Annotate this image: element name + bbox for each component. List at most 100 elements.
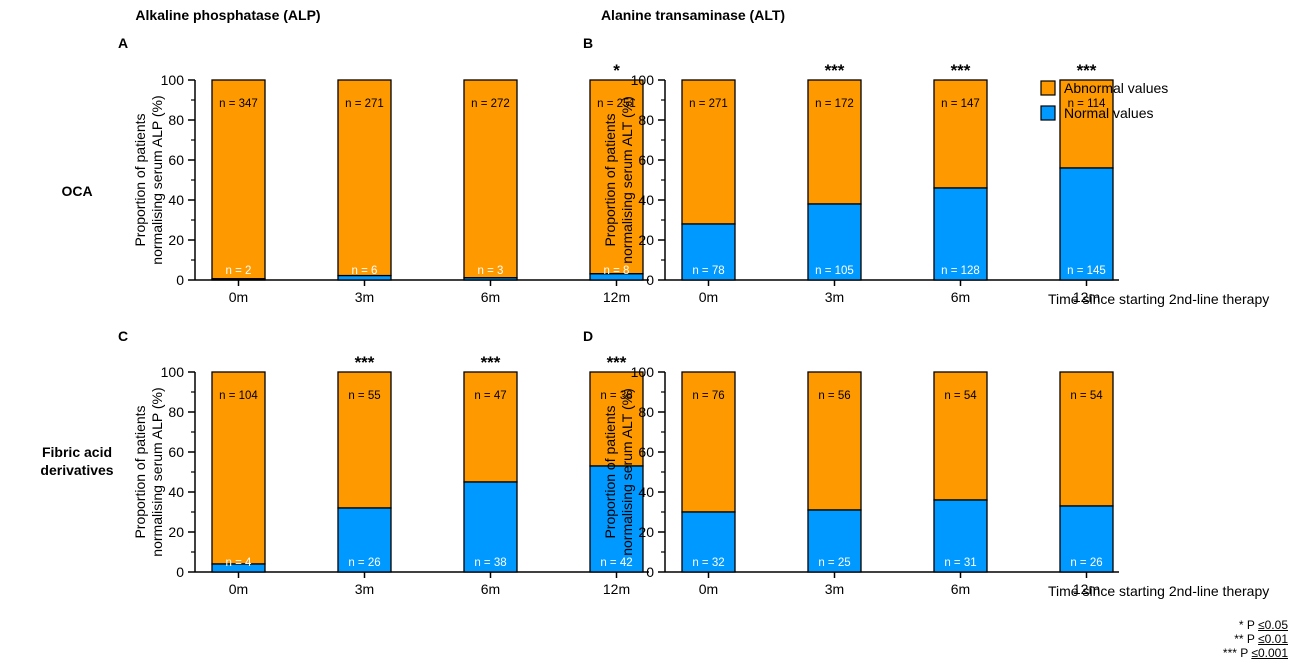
column-title-alp: Alkaline phosphatase (ALP) (135, 7, 320, 23)
n-label-abnormal: n = 104 (219, 390, 258, 402)
y-tick-label: 20 (168, 232, 184, 248)
y-tick-label: 100 (161, 364, 185, 380)
n-label-abnormal: n = 251 (597, 98, 636, 110)
y-tick-label: 0 (176, 272, 184, 288)
n-label-normal: n = 32 (692, 557, 724, 569)
bar-abnormal-0m (681, 371, 736, 513)
significance-marker: *** (481, 353, 501, 372)
y-axis-label-0: Proportion of patients (132, 405, 148, 538)
y-tick-label: 60 (168, 152, 184, 168)
n-label-abnormal: n = 347 (219, 98, 258, 110)
bar-abnormal-6m (933, 79, 988, 189)
chart-panel-b: B 0 20 40 60 80 100 Proportion of patients norma… (583, 35, 1269, 307)
y-tick-label: 40 (638, 484, 654, 500)
y-tick-label: 60 (168, 444, 184, 460)
y-tick-label: 40 (168, 484, 184, 500)
significance-marker: *** (951, 61, 971, 80)
significance-marker: *** (825, 61, 845, 80)
bar-abnormal-3m (807, 79, 862, 205)
y-tick-label: 100 (161, 72, 185, 88)
y-tick-label: 20 (638, 524, 654, 540)
x-tick-label: 6m (481, 289, 500, 305)
y-tick-label: 100 (631, 364, 655, 380)
n-label-abnormal: n = 271 (689, 98, 728, 110)
bar-abnormal-0m (681, 79, 736, 225)
significance-marker: * (613, 61, 620, 80)
bar-normal-3m (807, 203, 862, 281)
y-axis-label-0: Proportion of patients (602, 405, 618, 538)
bar-normal-6m (463, 277, 518, 281)
bar-normal-6m (933, 187, 988, 281)
y-tick-label: 0 (646, 564, 654, 580)
y-tick-label: 60 (638, 152, 654, 168)
x-tick-label: 12m (1073, 581, 1100, 597)
bar-abnormal-3m (807, 371, 862, 511)
y-axis-label-1: normalising serum ALP (%) (149, 387, 165, 556)
y-tick-label: 0 (176, 564, 184, 580)
x-tick-label: 0m (699, 581, 718, 597)
n-label-abnormal: n = 147 (941, 98, 980, 110)
n-label-normal: n = 4 (226, 557, 253, 569)
n-label-abnormal: n = 56 (818, 390, 850, 402)
x-axis-title: Time since starting 2nd-line therapy (1048, 583, 1269, 599)
x-tick-label: 6m (951, 581, 970, 597)
x-tick-label: 6m (951, 289, 970, 305)
x-tick-label: 3m (825, 289, 844, 305)
panel-letter: B (583, 35, 593, 51)
bar-abnormal-6m (463, 371, 518, 483)
legend-label: Abnormal values (1064, 80, 1168, 96)
chart-panel-d: D 0 20 40 60 80 100 Proportion of patients norma… (583, 328, 1269, 599)
panel-letter: C (118, 328, 128, 344)
y-axis-label-0: Proportion of patients (132, 113, 148, 246)
n-label-abnormal: n = 76 (692, 390, 724, 402)
x-tick-label: 3m (825, 581, 844, 597)
n-label-abnormal: n = 54 (944, 390, 977, 402)
column-title-alt: Alanine transaminase (ALT) (601, 7, 785, 23)
y-axis-label-1: normalising serum ALT (%) (619, 388, 635, 556)
x-tick-label: 0m (699, 289, 718, 305)
n-label-normal: n = 42 (600, 557, 632, 569)
n-label-normal: n = 128 (941, 265, 980, 277)
x-tick-label: 6m (481, 581, 500, 597)
bar-abnormal-3m (337, 371, 392, 509)
n-label-normal: n = 26 (1070, 557, 1102, 569)
n-label-normal: n = 78 (692, 265, 724, 277)
panel-letter: D (583, 328, 593, 344)
y-tick-label: 80 (638, 404, 654, 420)
n-label-normal: n = 6 (352, 265, 378, 277)
row-label-1-0: Fibric acid (42, 444, 112, 460)
panel-letter: A (118, 35, 128, 51)
y-axis-label-0: Proportion of patients (602, 113, 618, 246)
bar-abnormal-6m (463, 79, 518, 279)
legend-swatch (1040, 80, 1056, 96)
n-label-normal: n = 145 (1067, 265, 1106, 277)
bar-normal-12m (1059, 167, 1114, 281)
x-tick-label: 3m (355, 289, 374, 305)
y-tick-label: 40 (638, 192, 654, 208)
bar-normal-3m (337, 507, 392, 573)
bar-abnormal-12m (1059, 371, 1114, 507)
bar-normal-0m (681, 511, 736, 573)
bar-abnormal-12m (589, 79, 644, 275)
n-label-abnormal: n = 271 (345, 98, 384, 110)
n-label-abnormal: n = 47 (474, 390, 506, 402)
significance-marker: *** (355, 353, 375, 372)
n-label-abnormal: n = 172 (815, 98, 854, 110)
bar-normal-12m (1059, 505, 1114, 573)
row-label-1-1: derivatives (40, 462, 113, 478)
y-tick-label: 20 (168, 524, 184, 540)
y-tick-label: 80 (168, 112, 184, 128)
bar-abnormal-12m (1059, 79, 1114, 169)
y-axis-label-1: normalising serum ALT (%) (619, 96, 635, 264)
x-tick-label: 12m (603, 581, 630, 597)
n-label-normal: n = 3 (478, 265, 504, 277)
x-tick-label: 0m (229, 289, 248, 305)
y-tick-label: 80 (638, 112, 654, 128)
n-label-abnormal: n = 272 (471, 98, 510, 110)
y-tick-label: 60 (638, 444, 654, 460)
y-tick-label: 20 (638, 232, 654, 248)
n-label-normal: n = 2 (226, 265, 252, 277)
